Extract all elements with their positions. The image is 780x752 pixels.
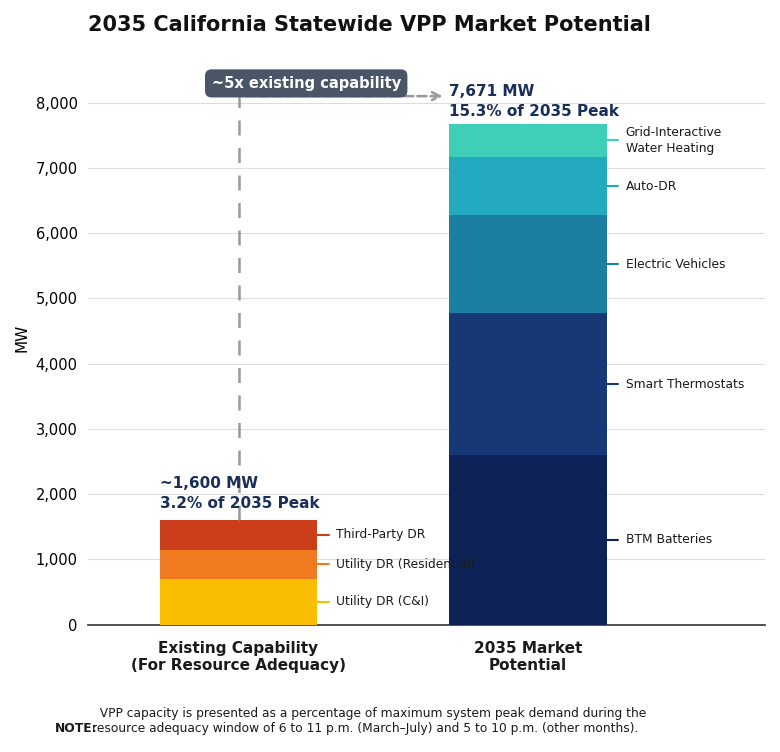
Text: ~5x existing capability: ~5x existing capability (211, 76, 401, 91)
Text: BTM Batteries: BTM Batteries (626, 533, 712, 547)
Text: Utility DR (C&I): Utility DR (C&I) (336, 596, 429, 608)
Text: 2035 California Statewide VPP Market Potential: 2035 California Statewide VPP Market Pot… (88, 15, 651, 35)
Text: Auto-DR: Auto-DR (626, 180, 677, 193)
Text: Smart Thermostats: Smart Thermostats (626, 378, 744, 391)
Text: VPP capacity is presented as a percentage of maximum system peak demand during t: VPP capacity is presented as a percentag… (92, 708, 647, 735)
Y-axis label: MW: MW (15, 323, 30, 352)
Bar (449, 124, 607, 156)
Text: ~1,600 MW
3.2% of 2035 Peak: ~1,600 MW 3.2% of 2035 Peak (160, 476, 319, 511)
Text: NOTE:: NOTE: (55, 723, 98, 735)
Bar (160, 550, 317, 579)
Bar (160, 579, 317, 625)
Text: Electric Vehicles: Electric Vehicles (626, 258, 725, 271)
Bar (449, 455, 607, 625)
Text: Grid-Interactive
Water Heating: Grid-Interactive Water Heating (626, 126, 722, 155)
Text: Third-Party DR: Third-Party DR (336, 529, 426, 541)
Text: Utility DR (Residential): Utility DR (Residential) (336, 558, 475, 571)
Text: 7,671 MW
15.3% of 2035 Peak: 7,671 MW 15.3% of 2035 Peak (449, 84, 619, 119)
Bar (449, 156, 607, 216)
Bar (449, 314, 607, 455)
Polygon shape (280, 92, 332, 95)
Bar (160, 520, 317, 550)
Bar (449, 216, 607, 314)
